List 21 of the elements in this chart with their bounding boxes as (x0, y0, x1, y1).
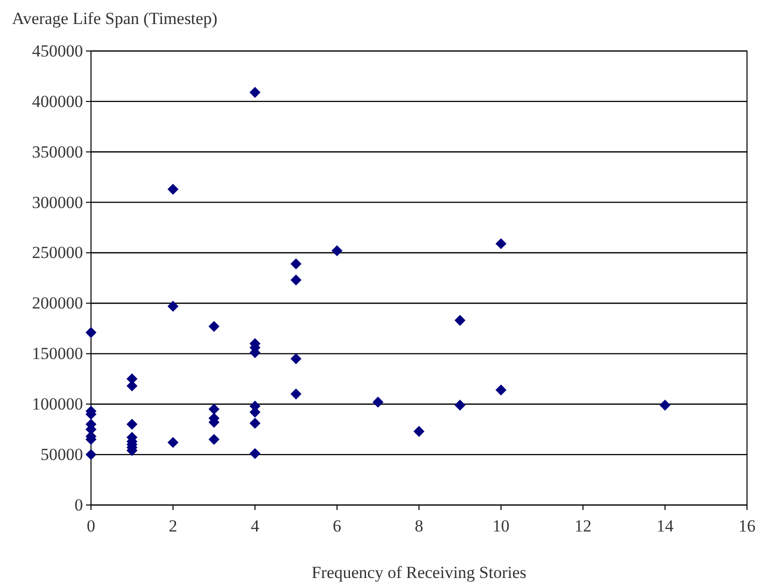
y-tick-label: 100000 (32, 394, 83, 414)
x-tick-label: 4 (250, 516, 260, 536)
x-axis-title: Frequency of Receiving Stories (312, 563, 526, 582)
y-tick-label: 400000 (32, 92, 83, 111)
y-tick-label: 450000 (32, 41, 83, 60)
x-tick-label: 2 (168, 516, 178, 536)
y-tick-label: 200000 (32, 294, 83, 313)
y-tick-label: 150000 (32, 344, 83, 364)
x-tick-label: 16 (738, 516, 756, 536)
y-tick-label: 0 (74, 495, 83, 514)
x-tick-label: 10 (492, 516, 510, 536)
x-tick-label: 12 (574, 516, 592, 536)
x-tick-label: 8 (414, 516, 424, 536)
y-tick-label: 350000 (32, 142, 83, 162)
x-tick-label: 6 (332, 516, 342, 536)
y-tick-label: 300000 (32, 192, 83, 212)
y-tick-label: 250000 (32, 243, 83, 262)
x-tick-label: 14 (656, 516, 674, 536)
y-tick-label: 50000 (40, 444, 83, 464)
y-axis-title: Average Life Span (Timestep) (12, 9, 218, 28)
x-tick-label: 0 (86, 516, 96, 536)
